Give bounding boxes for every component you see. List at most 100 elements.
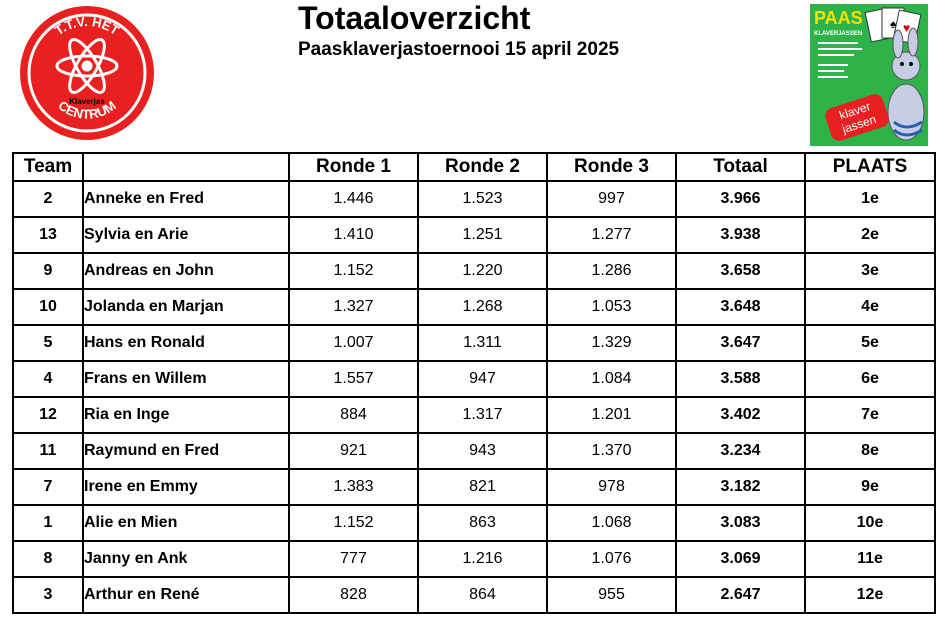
team-number: 5 [12,324,84,362]
ronde-1-score: 1.152 [288,504,419,542]
ronde-1-score: 1.007 [288,324,419,362]
team-number: 3 [12,576,84,614]
team-name: Ria en Inge [82,396,290,434]
table-row: 8 Janny en Ank 777 1.216 1.076 3.069 11e [12,540,936,578]
ronde-2-score: 864 [417,576,548,614]
ronde-3-score: 1.286 [546,252,677,290]
team-number: 9 [12,252,84,290]
ronde-1-score: 1.410 [288,216,419,254]
team-name: Arthur en René [82,576,290,614]
ronde-1-score: 777 [288,540,419,578]
header-plaats: PLAATS [804,152,936,182]
team-number: 8 [12,540,84,578]
totaal-score: 3.647 [675,324,806,362]
ronde-3-score: 1.201 [546,396,677,434]
header-ronde-1: Ronde 1 [288,152,419,182]
page-subtitle: Paasklaverjastoernooi 15 april 2025 [298,39,620,60]
poster-subtitle: KLAVERJASSEN [814,31,862,37]
ronde-3-score: 1.277 [546,216,677,254]
team-number: 12 [12,396,84,434]
table-row: 12 Ria en Inge 884 1.317 1.201 3.402 7e [12,396,936,434]
atom-icon [55,38,119,94]
team-name: Irene en Emmy [82,468,290,506]
table-row: 1 Alie en Mien 1.152 863 1.068 3.083 10e [12,504,936,542]
ronde-2-score: 863 [417,504,548,542]
table-row: 10 Jolanda en Marjan 1.327 1.268 1.053 3.648 4… [12,288,936,326]
team-number: 13 [12,216,84,254]
plaats: 3e [804,252,936,290]
totaal-score: 3.234 [675,432,806,470]
table-row: 2 Anneke en Fred 1.446 1.523 997 3.966 1e [12,180,936,218]
totals-table: Team Ronde 1 Ronde 2 Ronde 3 Totaal PLAA… [12,152,936,614]
plaats: 4e [804,288,936,326]
table-row: 7 Irene en Emmy 1.383 821 978 3.182 9e [12,468,936,506]
ronde-1-score: 1.446 [288,180,419,218]
ronde-3-score: 997 [546,180,677,218]
poster-title: PAAS [814,8,863,28]
plaats: 11e [804,540,936,578]
table-row: 9 Andreas en John 1.152 1.220 1.286 3.658 3e [12,252,936,290]
svg-text:♠: ♠ [890,17,897,31]
ronde-3-score: 1.370 [546,432,677,470]
playing-cards-icon: ♠ ♥ [864,7,922,45]
table-row: 3 Arthur en René 828 864 955 2.647 12e [12,576,936,614]
totaal-score: 3.069 [675,540,806,578]
club-logo: T.T.V. HET Klaverjas CENTRUM [20,6,154,140]
ronde-1-score: 1.383 [288,468,419,506]
team-name: Alie en Mien [82,504,290,542]
header-totaal: Totaal [675,152,806,182]
ronde-3-score: 1.084 [546,360,677,398]
team-name: Anneke en Fred [82,180,290,218]
totaal-score: 3.588 [675,360,806,398]
header-team: Team [12,152,84,182]
klaverjassen-badge: klaver jassen [825,94,889,141]
plaats: 5e [804,324,936,362]
ronde-3-score: 1.068 [546,504,677,542]
team-number: 4 [12,360,84,398]
ronde-2-score: 947 [417,360,548,398]
totaal-score: 3.083 [675,504,806,542]
rabbit-icon [887,27,925,141]
plaats: 1e [804,180,936,218]
header-ronde-2: Ronde 2 [417,152,548,182]
ronde-2-score: 1.523 [417,180,548,218]
ronde-2-score: 1.268 [417,288,548,326]
plaats: 9e [804,468,936,506]
ronde-3-score: 1.076 [546,540,677,578]
plaats: 10e [804,504,936,542]
ronde-2-score: 1.251 [417,216,548,254]
team-name: Andreas en John [82,252,290,290]
plaats: 12e [804,576,936,614]
ronde-1-score: 1.557 [288,360,419,398]
ronde-2-score: 943 [417,432,548,470]
plaats: 2e [804,216,936,254]
team-name: Sylvia en Arie [82,216,290,254]
team-number: 10 [12,288,84,326]
header-ronde-3: Ronde 3 [546,152,677,182]
table-row: 4 Frans en Willem 1.557 947 1.084 3.588 6e [12,360,936,398]
team-number: 11 [12,432,84,470]
ronde-2-score: 1.216 [417,540,548,578]
team-number: 2 [12,180,84,218]
team-name: Frans en Willem [82,360,290,398]
ronde-1-score: 828 [288,576,419,614]
ronde-2-score: 1.317 [417,396,548,434]
table-row: 13 Sylvia en Arie 1.410 1.251 1.277 3.938 2e [12,216,936,254]
easter-klaverjassen-poster: PAAS KLAVERJASSEN ♠ ♥ klaver jassen [810,4,928,146]
totaal-score: 3.966 [675,180,806,218]
team-name: Janny en Ank [82,540,290,578]
plaats: 7e [804,396,936,434]
ronde-2-score: 1.311 [417,324,548,362]
totaal-score: 3.648 [675,288,806,326]
team-name: Jolanda en Marjan [82,288,290,326]
ronde-3-score: 955 [546,576,677,614]
ronde-1-score: 1.152 [288,252,419,290]
team-name: Hans en Ronald [82,324,290,362]
table-row: 5 Hans en Ronald 1.007 1.311 1.329 3.647 5e [12,324,936,362]
totaal-score: 3.182 [675,468,806,506]
totaal-score: 3.938 [675,216,806,254]
plaats: 8e [804,432,936,470]
ronde-1-score: 884 [288,396,419,434]
ronde-1-score: 1.327 [288,288,419,326]
totaal-score: 3.402 [675,396,806,434]
